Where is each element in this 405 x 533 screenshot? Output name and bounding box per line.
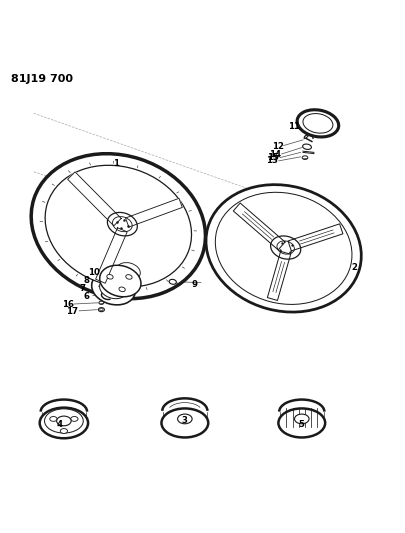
Text: 81J19 700: 81J19 700 xyxy=(11,74,73,84)
Ellipse shape xyxy=(92,272,135,305)
Ellipse shape xyxy=(98,308,104,312)
Ellipse shape xyxy=(107,274,113,279)
Text: 2: 2 xyxy=(350,263,356,272)
Polygon shape xyxy=(233,203,284,250)
Ellipse shape xyxy=(100,265,141,297)
Text: 14: 14 xyxy=(268,150,280,159)
Text: 17: 17 xyxy=(66,307,78,316)
Text: 11: 11 xyxy=(287,122,299,131)
Ellipse shape xyxy=(161,408,208,438)
Ellipse shape xyxy=(205,184,360,312)
Polygon shape xyxy=(267,252,290,301)
Ellipse shape xyxy=(302,144,311,149)
Ellipse shape xyxy=(111,259,145,284)
Ellipse shape xyxy=(169,279,176,284)
Text: 3: 3 xyxy=(181,416,188,425)
Ellipse shape xyxy=(99,301,104,304)
Polygon shape xyxy=(68,172,121,226)
Ellipse shape xyxy=(56,416,71,426)
Ellipse shape xyxy=(31,154,205,298)
Text: 13: 13 xyxy=(266,156,278,165)
Ellipse shape xyxy=(301,156,307,159)
Ellipse shape xyxy=(294,414,308,424)
Ellipse shape xyxy=(40,408,88,438)
Text: 9: 9 xyxy=(192,280,198,289)
Ellipse shape xyxy=(119,287,125,292)
Ellipse shape xyxy=(126,274,132,279)
Polygon shape xyxy=(125,198,182,227)
Text: 15: 15 xyxy=(266,153,278,162)
Ellipse shape xyxy=(278,408,324,438)
Text: 16: 16 xyxy=(62,300,74,309)
Text: 5: 5 xyxy=(298,420,304,429)
Text: 8: 8 xyxy=(83,276,89,285)
Ellipse shape xyxy=(60,429,67,433)
Ellipse shape xyxy=(45,165,191,287)
Polygon shape xyxy=(287,224,342,251)
Ellipse shape xyxy=(215,192,351,304)
Ellipse shape xyxy=(50,416,57,422)
Polygon shape xyxy=(96,228,127,283)
Ellipse shape xyxy=(177,414,192,424)
Ellipse shape xyxy=(107,213,137,236)
Text: 1: 1 xyxy=(113,159,119,168)
Ellipse shape xyxy=(99,278,127,298)
Text: 10: 10 xyxy=(88,268,100,277)
Text: 4: 4 xyxy=(57,420,63,429)
Text: 7: 7 xyxy=(79,284,85,293)
Ellipse shape xyxy=(296,110,338,137)
Text: 12: 12 xyxy=(271,142,283,151)
Text: 6: 6 xyxy=(83,292,89,301)
Ellipse shape xyxy=(270,236,300,259)
Ellipse shape xyxy=(70,416,78,422)
